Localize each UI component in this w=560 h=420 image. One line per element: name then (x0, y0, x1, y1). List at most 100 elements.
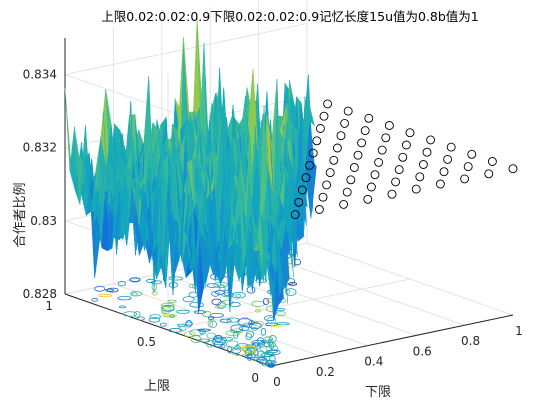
z-tick-label: 0.832 (23, 141, 57, 155)
marker-point (349, 163, 359, 172)
marker-point (387, 189, 397, 199)
contour-line (209, 320, 218, 328)
contour-line (255, 278, 268, 283)
contour-line (206, 332, 217, 339)
contour-line (188, 283, 197, 289)
contour-line (148, 317, 161, 323)
x-tick-label: 0.6 (413, 344, 432, 358)
surface-cell (276, 214, 288, 251)
contour-line (214, 289, 225, 295)
contour-line (275, 311, 286, 317)
marker-point (391, 177, 401, 187)
contour-line (231, 349, 246, 356)
contour-line (167, 299, 177, 303)
marker-point (332, 143, 342, 153)
marker-point (415, 172, 425, 182)
marker-point (336, 131, 346, 141)
contour-line (129, 291, 142, 297)
contour-line (168, 327, 183, 333)
contour-line (267, 363, 275, 368)
marker-point (366, 182, 376, 192)
y-grid-line (167, 278, 411, 331)
contour-line (225, 340, 239, 348)
contour-line (268, 335, 277, 343)
contour-line (197, 328, 211, 332)
marker-point (329, 155, 339, 165)
contour-line (182, 296, 195, 303)
contour-line (207, 316, 214, 320)
contour-line (221, 292, 235, 298)
contour-line (261, 359, 269, 367)
contour-line (168, 276, 184, 281)
marker-point (346, 175, 356, 185)
marker-point (318, 192, 328, 202)
marker-point (339, 199, 349, 209)
contour-line (94, 285, 106, 292)
marker-point (426, 135, 436, 145)
marker-point (325, 168, 335, 178)
marker-point (398, 152, 408, 162)
axis-ticks: 0.828 0.83 0.832 0.834 0 0.2 0.4 0.6 0.8 1 0 0.5 1 (23, 68, 523, 389)
contour-line (243, 345, 257, 353)
marker-point (446, 142, 456, 152)
marker-point (323, 99, 333, 109)
contour-line (207, 319, 214, 328)
contour-line (253, 349, 259, 357)
contour-line (193, 310, 207, 314)
contour-line (117, 296, 132, 301)
contour-line (265, 360, 277, 364)
contour-line (169, 314, 175, 319)
contour-line (237, 318, 253, 326)
circle-markers (290, 99, 518, 220)
contour-line (217, 301, 227, 309)
contour-line (250, 353, 258, 361)
marker-point (360, 126, 370, 136)
marker-point (394, 165, 404, 175)
contour-line (161, 304, 175, 312)
contour-line (106, 287, 119, 293)
surface-mesh (64, 17, 317, 321)
y-tick-label: 1 (45, 299, 53, 313)
marker-point (401, 140, 411, 150)
marker-point (312, 136, 322, 146)
contour-line (202, 310, 212, 318)
z-tick-label: 0.828 (23, 287, 57, 301)
contour-line (189, 301, 204, 308)
contour-line (129, 277, 141, 282)
contour-line (265, 305, 278, 313)
contour-line (212, 337, 227, 343)
contour-line (246, 286, 256, 294)
marker-point (305, 160, 315, 170)
contour-line (91, 297, 99, 302)
marker-point (315, 124, 325, 133)
y-axis-line (64, 293, 272, 367)
contour-line (251, 300, 266, 307)
contour-line (285, 288, 297, 297)
contour-line (149, 314, 161, 320)
contour-line (271, 324, 283, 328)
marker-point (487, 157, 497, 166)
contour-line (235, 293, 241, 298)
contour-line (264, 336, 274, 342)
contour-line (246, 330, 255, 338)
marker-point (364, 113, 374, 123)
marker-point (377, 145, 387, 155)
contour-line (238, 325, 250, 331)
contour-line (151, 290, 158, 296)
marker-point (443, 154, 453, 164)
contour-line (288, 282, 298, 286)
marker-point (508, 164, 518, 174)
x-axis-label: 下限 (365, 385, 391, 400)
marker-point (353, 150, 363, 160)
x-tick-label: 0.8 (461, 334, 480, 348)
contour-line (160, 303, 175, 308)
contour-line (117, 280, 127, 287)
marker-point (384, 121, 394, 130)
contour-line (104, 288, 115, 292)
marker-point (439, 167, 449, 177)
marker-point (308, 148, 318, 158)
z-grid-line (64, 23, 308, 76)
marker-point (340, 118, 350, 128)
contour-line (262, 297, 270, 305)
contour-line (189, 329, 204, 337)
